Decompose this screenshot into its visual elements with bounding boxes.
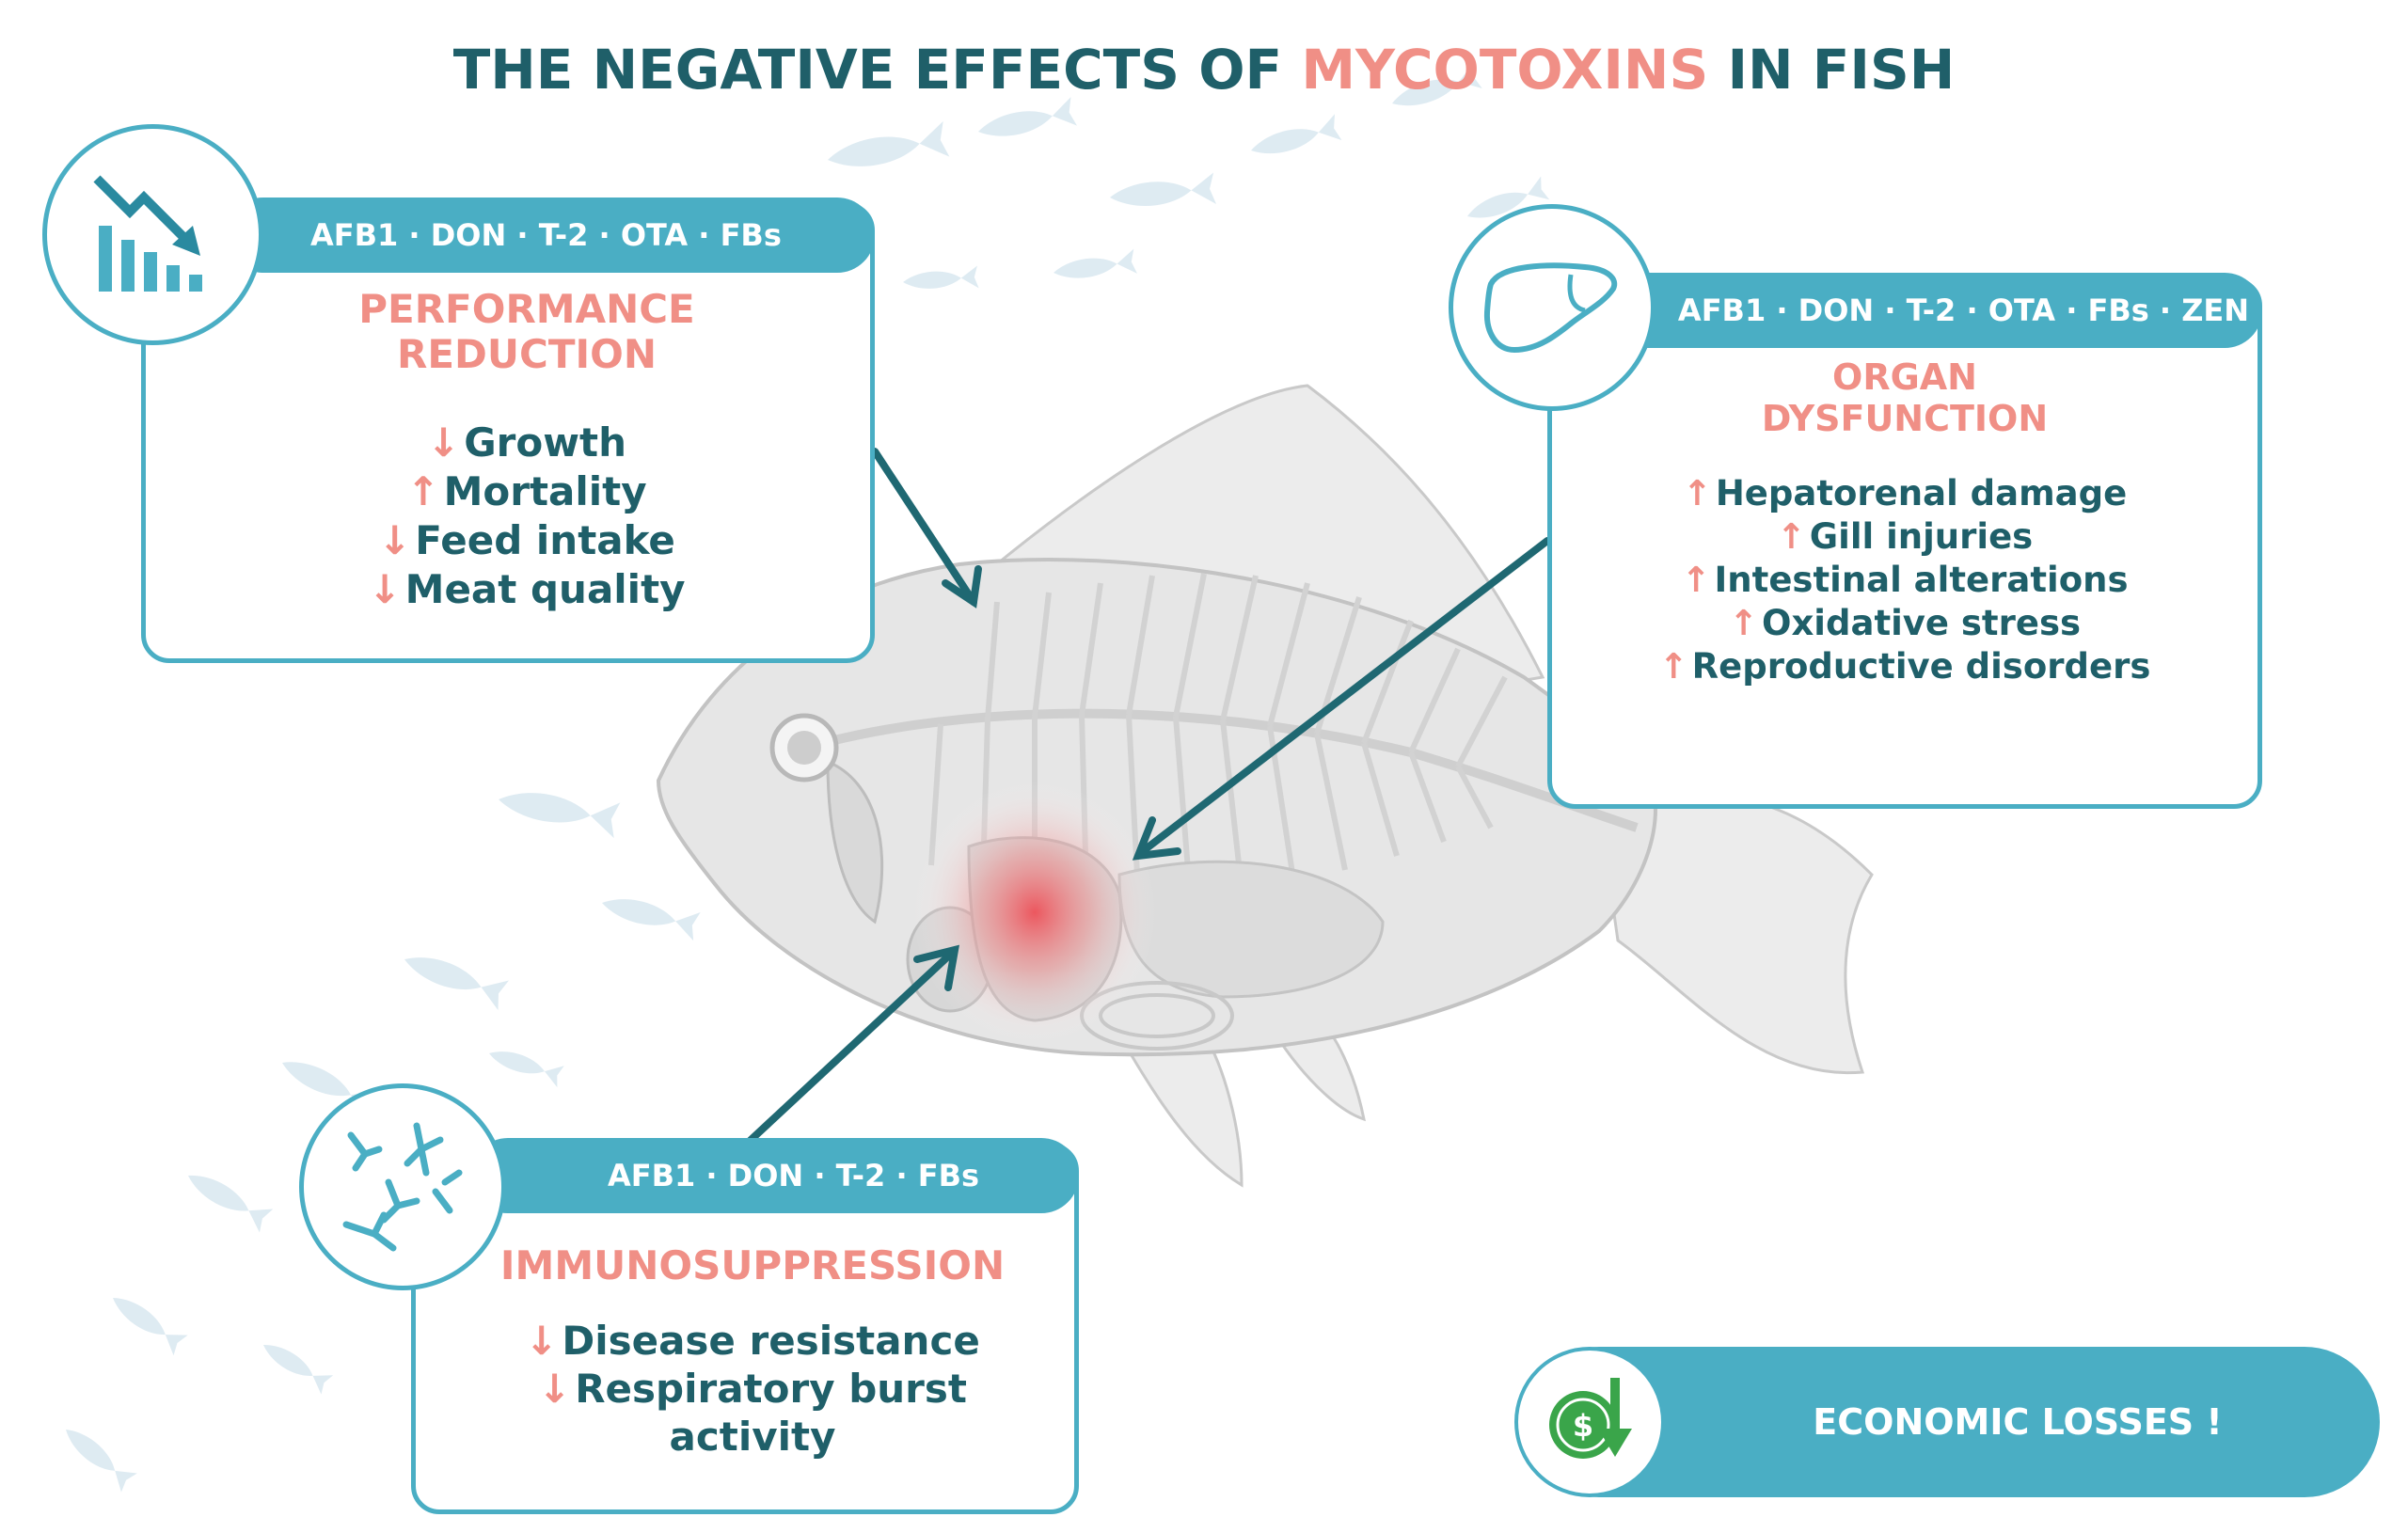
list-item: ↓Feed intake bbox=[378, 517, 675, 563]
performance-heading-line1: PERFORMANCE bbox=[358, 286, 695, 332]
performance-heading: PERFORMANCE REDUCTION bbox=[282, 286, 771, 378]
pointer-arrows bbox=[744, 448, 1551, 1146]
list-item: activity bbox=[669, 1414, 836, 1460]
organ-toxin-bar: AFB1 · DON · T-2 · OTA · FBs · ZEN bbox=[1608, 273, 2262, 348]
organ-toxins: AFB1 · DON · T-2 · OTA · FBs · ZEN bbox=[1677, 292, 2250, 328]
title-part1: THE NEGATIVE EFFECTS OF bbox=[452, 38, 1302, 102]
list-item: ↓Growth bbox=[426, 419, 627, 466]
organ-icon-circle bbox=[1449, 204, 1656, 411]
arrow-up-icon: ↑ bbox=[1658, 646, 1688, 687]
immuno-icon-circle bbox=[299, 1083, 506, 1290]
arrow-up-icon: ↑ bbox=[1728, 603, 1758, 643]
title-part2: IN FISH bbox=[1708, 38, 1956, 102]
performance-effects: ↓Growth ↑Mortality ↓Feed intake ↓Meat qu… bbox=[282, 419, 771, 614]
title-highlight: MYCOTOXINS bbox=[1301, 38, 1709, 102]
list-item: ↓Meat quality bbox=[368, 566, 686, 612]
antibodies-icon bbox=[342, 1122, 463, 1252]
liver-icon bbox=[1483, 262, 1618, 354]
arrow-up-icon: ↑ bbox=[1682, 473, 1712, 514]
list-item: ↓Disease resistance bbox=[525, 1318, 980, 1364]
list-item: ↑ Intestinal alterations bbox=[1681, 560, 2129, 600]
immuno-effects: ↓Disease resistance ↓Respiratory burst a… bbox=[442, 1317, 1063, 1461]
performance-toxins: AFB1 · DON · T-2 · OTA · FBs bbox=[310, 217, 782, 253]
list-item: ↑ Gill injuries bbox=[1776, 516, 2034, 557]
immuno-toxin-bar: AFB1 · DON · T-2 · FBs bbox=[470, 1138, 1079, 1213]
organ-heading: ORGAN DYSFUNCTION bbox=[1599, 356, 2210, 439]
organ-heading-line1: ORGAN bbox=[1832, 356, 1977, 398]
money-down-icon: $ bbox=[1549, 1378, 1632, 1459]
organ-effects: ↑ Hepatorenal damage ↑ Gill injuries ↑ Inte… bbox=[1580, 472, 2229, 688]
arrow-down-icon: ↓ bbox=[525, 1318, 559, 1364]
performance-toxin-bar: AFB1 · DON · T-2 · OTA · FBs bbox=[226, 198, 875, 273]
performance-card bbox=[141, 202, 875, 663]
arrow-up-icon: ↑ bbox=[406, 468, 440, 514]
arrow-down-icon: ↓ bbox=[426, 419, 461, 466]
economic-icon-circle: $ bbox=[1514, 1347, 1665, 1497]
organ-heading-line2: DYSFUNCTION bbox=[1761, 397, 2049, 439]
arrow-down-icon: ↓ bbox=[368, 566, 402, 612]
performance-heading-line2: REDUCTION bbox=[397, 331, 657, 378]
declining-bar-chart-icon bbox=[92, 174, 202, 292]
list-item: ↓Respiratory burst bbox=[538, 1366, 967, 1412]
arrow-down-icon: ↓ bbox=[378, 517, 412, 563]
performance-icon-circle bbox=[42, 124, 263, 345]
immuno-toxins: AFB1 · DON · T-2 · FBs bbox=[607, 1158, 980, 1193]
arrow-up-icon: ↑ bbox=[1776, 516, 1806, 557]
svg-text:$: $ bbox=[1573, 1408, 1593, 1444]
list-item: ↑Mortality bbox=[406, 468, 647, 514]
arrow-up-icon: ↑ bbox=[1681, 560, 1711, 600]
immuno-heading: IMMUNOSUPPRESSION bbox=[442, 1242, 1063, 1288]
immuno-heading-text: IMMUNOSUPPRESSION bbox=[499, 1242, 1006, 1288]
economic-losses-label: ECONOMIC LOSSES ! bbox=[1813, 1401, 2223, 1443]
list-item: ↑ Reproductive disorders bbox=[1658, 646, 2151, 687]
list-item: ↑ Hepatorenal damage bbox=[1682, 473, 2128, 514]
list-item: ↑ Oxidative stress bbox=[1728, 603, 2082, 643]
page-title: THE NEGATIVE EFFECTS OF MYCOTOXINS IN FI… bbox=[0, 38, 2408, 102]
economic-losses-bar: ECONOMIC LOSSES ! bbox=[1524, 1347, 2380, 1497]
arrow-down-icon: ↓ bbox=[538, 1366, 572, 1412]
